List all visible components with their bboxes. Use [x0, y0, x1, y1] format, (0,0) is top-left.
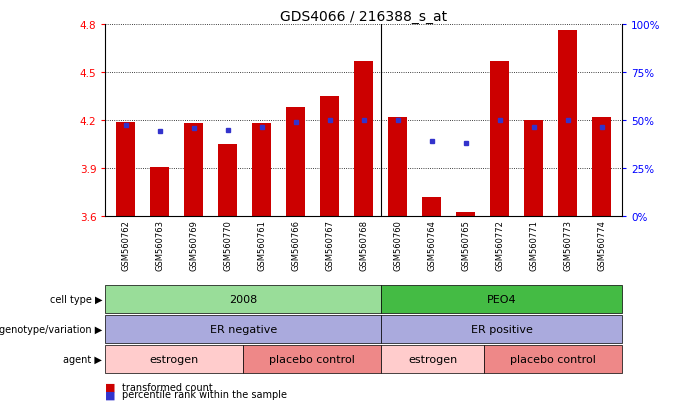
Text: ■: ■ — [105, 389, 116, 399]
Text: percentile rank within the sample: percentile rank within the sample — [122, 389, 288, 399]
Bar — [558, 31, 577, 217]
Bar — [381, 315, 622, 343]
Bar — [105, 315, 381, 343]
Bar — [150, 167, 169, 217]
Bar — [218, 145, 237, 217]
Bar — [422, 197, 441, 217]
Text: ■: ■ — [105, 382, 116, 392]
Bar — [105, 285, 381, 313]
Bar — [484, 345, 622, 373]
Bar — [524, 121, 543, 217]
Text: agent ▶: agent ▶ — [63, 354, 102, 364]
Text: placebo control: placebo control — [269, 354, 355, 364]
Bar — [381, 285, 622, 313]
Bar — [354, 62, 373, 217]
Text: placebo control: placebo control — [511, 354, 596, 364]
Title: GDS4066 / 216388_s_at: GDS4066 / 216388_s_at — [280, 10, 447, 24]
Text: PEO4: PEO4 — [487, 294, 516, 304]
Bar — [252, 124, 271, 217]
Text: estrogen: estrogen — [150, 354, 199, 364]
Bar — [286, 108, 305, 217]
Bar — [592, 118, 611, 217]
Bar — [388, 118, 407, 217]
Bar — [243, 345, 381, 373]
Bar — [320, 97, 339, 217]
Bar — [105, 345, 243, 373]
Text: 2008: 2008 — [229, 294, 257, 304]
Text: cell type ▶: cell type ▶ — [50, 294, 102, 304]
Bar — [490, 62, 509, 217]
Bar — [456, 212, 475, 217]
Text: transformed count: transformed count — [122, 382, 213, 392]
Bar — [184, 124, 203, 217]
Text: ER positive: ER positive — [471, 324, 532, 334]
Text: estrogen: estrogen — [408, 354, 458, 364]
Bar — [381, 345, 484, 373]
Bar — [116, 122, 135, 217]
Text: genotype/variation ▶: genotype/variation ▶ — [0, 324, 102, 334]
Text: ER negative: ER negative — [209, 324, 277, 334]
